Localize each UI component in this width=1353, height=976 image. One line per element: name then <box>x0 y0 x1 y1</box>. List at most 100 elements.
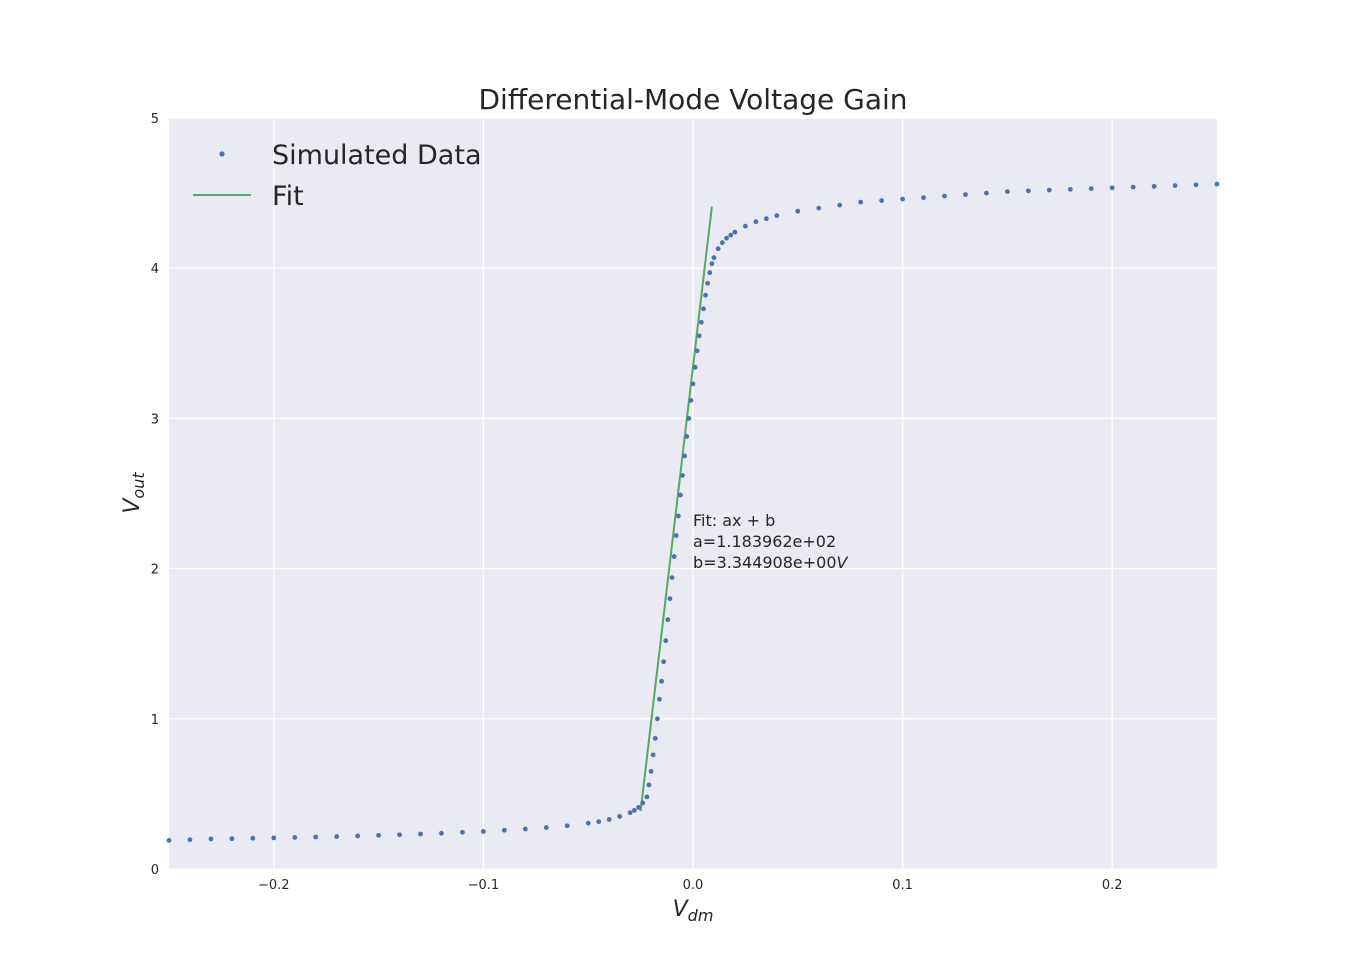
data-point <box>1172 183 1178 188</box>
data-point <box>648 768 654 774</box>
data-point <box>692 364 698 370</box>
y-tick-label: 1 <box>151 713 159 728</box>
data-point <box>728 232 734 238</box>
x-axis-label: Vdm <box>673 897 714 925</box>
data-point <box>675 513 681 519</box>
data-point <box>709 261 715 267</box>
data-point <box>732 229 738 235</box>
data-point <box>187 837 193 843</box>
annotation-line-3-text: b=3.344908e+00 <box>693 553 837 572</box>
x-axis-label-main: V <box>673 897 690 922</box>
data-point <box>661 659 667 665</box>
data-point <box>376 832 381 838</box>
data-point <box>355 833 361 839</box>
x-tick-label: −0.1 <box>468 878 500 893</box>
data-point <box>650 752 656 758</box>
data-point <box>763 216 769 222</box>
data-point <box>250 835 256 841</box>
data-point <box>501 827 507 833</box>
data-point <box>1193 182 1199 188</box>
data-point <box>694 348 700 354</box>
annotation-line-3: b=3.344908e+00V <box>693 553 849 572</box>
data-point <box>682 453 688 459</box>
data-point <box>636 805 641 810</box>
data-point <box>1130 184 1136 190</box>
fit-annotation: Fit: ax + b a=1.183962e+02 b=3.344908e+0… <box>693 511 849 572</box>
data-point <box>596 819 602 825</box>
data-point <box>644 794 650 800</box>
data-point <box>640 800 646 806</box>
data-point <box>696 333 702 339</box>
data-point <box>166 838 172 843</box>
data-point <box>673 533 679 538</box>
data-point <box>631 808 637 813</box>
y-axis-label-main: V <box>120 497 145 514</box>
data-point <box>292 835 298 840</box>
legend-fit-label: Fit <box>272 181 304 212</box>
data-point <box>229 836 235 842</box>
data-point <box>753 219 759 225</box>
data-point <box>942 193 947 199</box>
y-tick-label: 0 <box>151 863 159 878</box>
data-point <box>208 836 214 842</box>
data-point <box>654 716 660 722</box>
data-point <box>657 696 662 702</box>
y-tick-label: 5 <box>151 112 159 127</box>
data-point <box>688 397 694 403</box>
data-point <box>1025 188 1031 194</box>
data-point <box>1151 183 1157 189</box>
data-point <box>795 208 801 214</box>
simulated-data-series <box>166 181 1220 843</box>
data-point <box>439 830 444 836</box>
data-point <box>724 235 729 241</box>
data-point <box>617 814 623 819</box>
data-point <box>1088 186 1094 191</box>
data-point <box>663 638 669 644</box>
data-point <box>397 832 402 838</box>
data-point <box>460 829 465 835</box>
data-point <box>334 834 340 839</box>
data-point <box>665 617 671 623</box>
data-point <box>564 823 570 829</box>
data-point <box>879 198 885 204</box>
x-tick-label: 0.2 <box>1102 878 1123 893</box>
data-point <box>606 817 612 822</box>
data-point <box>707 270 713 276</box>
data-point <box>481 829 486 834</box>
y-tick-label: 2 <box>151 563 159 578</box>
data-point <box>522 826 528 832</box>
data-point <box>680 473 685 478</box>
data-point <box>774 213 780 219</box>
chart-title: Differential-Mode Voltage Gain <box>478 83 907 116</box>
data-point <box>690 381 696 387</box>
x-tick-label: 0.0 <box>683 878 704 893</box>
x-tick-labels: −0.2 −0.1 0.0 0.1 0.2 <box>258 878 1123 893</box>
data-point <box>719 240 725 246</box>
data-point <box>1109 185 1115 191</box>
y-tick-labels: 0 1 2 3 4 5 <box>151 112 159 878</box>
data-point <box>715 246 721 252</box>
data-point <box>659 678 664 684</box>
data-point <box>627 810 633 816</box>
y-axis-label: Vout <box>120 472 148 514</box>
annotation-line-1: Fit: ax + b <box>693 511 775 530</box>
data-point <box>698 319 704 325</box>
data-point <box>669 575 675 581</box>
y-tick-label: 3 <box>151 412 159 427</box>
x-axis-label-sub: dm <box>688 906 714 925</box>
data-point <box>743 223 748 229</box>
data-point <box>543 825 549 830</box>
data-point <box>646 782 652 788</box>
data-point <box>984 190 989 196</box>
data-point <box>705 280 711 286</box>
data-point <box>1214 181 1220 187</box>
data-point <box>1005 189 1010 194</box>
x-tick-label: 0.1 <box>892 878 913 893</box>
data-point <box>652 735 658 741</box>
y-axis-label-sub: out <box>129 472 148 499</box>
fit-line <box>639 206 713 812</box>
data-point <box>313 834 319 840</box>
y-tick-label: 4 <box>151 262 159 277</box>
data-point <box>900 196 905 202</box>
